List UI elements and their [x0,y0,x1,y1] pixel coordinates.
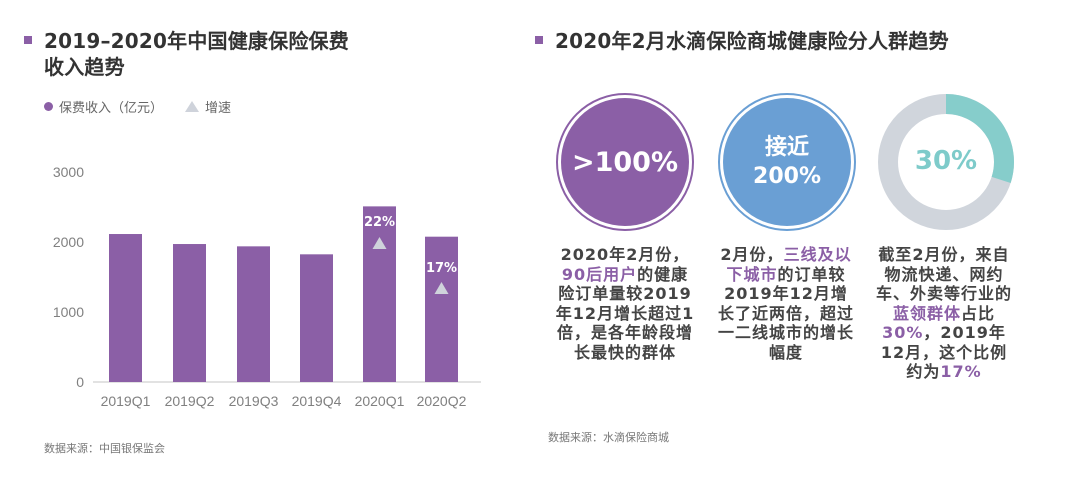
legend-triangle-icon [185,101,200,112]
card1-description: 2020年2月份，90后用户的健康险订单量较2019年12月增长超过1倍，是各年… [555,245,695,362]
growth-label: 17% [426,261,457,276]
y-tick-label: 0 [76,374,84,390]
donut-chart [878,94,1014,230]
bar-2019Q3 [237,246,270,382]
donut-arc [945,94,1014,184]
triangle-marker-icon [372,237,387,249]
left-title-line1: 2019–2020年中国健康保险保费 [44,29,349,53]
x-tick-label: 2019Q2 [165,393,215,409]
donut-center-label: 30% [914,146,978,176]
right-title-bullet [535,36,543,44]
bar-2019Q4 [300,254,333,382]
left-title-line2: 收入趋势 [44,55,125,79]
x-tick-label: 2019Q3 [229,393,279,409]
y-tick-label: 3000 [53,164,84,180]
desc-text: 截至2月份，来自物流快递、网约车、外卖等行业的 [875,245,1012,303]
desc-text: ，2019年12月，这个比例约为 [880,323,1008,381]
bars [109,206,458,382]
card2-circle: 接近 200% [723,98,851,226]
card1-circle: >100% [561,98,689,226]
x-tick-label: 2020Q1 [355,393,405,409]
y-tick-label: 2000 [53,234,84,250]
right-source: 数据来源：水滴保险商城 [548,431,669,444]
bar-2020Q1 [363,206,396,382]
card2-circle-text-line2: 200% [753,164,821,189]
desc-text: 2月份， [720,245,784,264]
chart-legend: 保费收入（亿元） 增速 [44,97,231,116]
growth-markers: 22% 17% [364,215,457,294]
card2-ring [718,93,856,231]
y-axis-ticks: 0 1000 2000 3000 [53,164,84,390]
left-chart-title: 2019–2020年中国健康保险保费 收入趋势 [44,28,349,80]
card2-description: 2月份，三线及以下城市的订单较2019年12月增长了近两倍，超过一二线城市的增长… [716,245,856,362]
left-title-bullet [24,36,32,44]
bar-2019Q2 [173,244,206,382]
bar-2019Q1 [109,234,142,382]
card3-description: 截至2月份，来自物流快递、网约车、外卖等行业的蓝领群体占比 30%，2019年12… [874,245,1014,382]
left-source: 数据来源：中国银保监会 [44,442,165,455]
highlight-text: 蓝领群体 [892,303,961,323]
desc-text: 占比 [961,303,996,323]
growth-label: 22% [364,215,395,230]
x-tick-label: 2019Q1 [101,393,151,409]
x-axis-labels: 2019Q1 2019Q2 2019Q3 2019Q4 2020Q1 2020Q2 [101,393,467,409]
desc-text: 的健康险订单量较2019年12月增长超过1倍，是各年龄段增长最快的群体 [555,264,695,362]
card2-circle-text-line1: 接近 [764,135,809,160]
desc-text: 2020年2月份， [560,245,690,264]
x-tick-label: 2020Q2 [417,393,467,409]
highlight-text: 17% [940,362,982,381]
legend-circle-icon [44,102,53,111]
highlight-text: 90后用户 [561,264,638,284]
highlight-text: 30% [882,323,924,342]
legend-series2-label: 增速 [205,101,232,116]
desc-text: 的订单较2019年12月增长了近两倍，超过一二线城市的增长幅度 [717,264,854,362]
highlight-text: 三线及以下城市 [726,245,852,284]
triangle-marker-icon [434,282,449,294]
right-chart-title: 2020年2月水滴保险商城健康险分人群趋势 [555,29,949,53]
x-tick-label: 2019Q4 [292,393,342,409]
legend-series1-label: 保费收入（亿元） [59,101,164,116]
card1-circle-text: >100% [571,146,679,178]
bar-2020Q2 [425,236,458,382]
card1-ring [556,93,694,231]
y-tick-label: 1000 [53,304,84,320]
